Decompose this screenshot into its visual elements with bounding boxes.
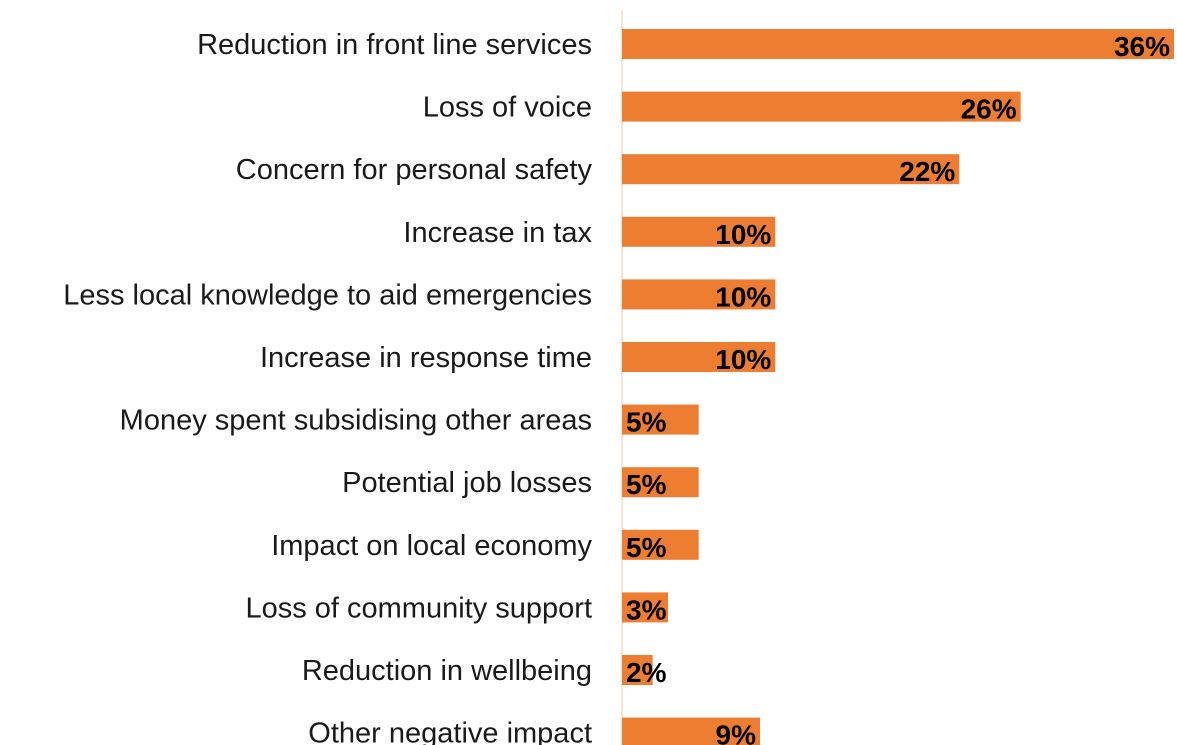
value-label: 10% <box>715 281 771 312</box>
value-label: 2% <box>626 657 667 688</box>
value-label: 5% <box>626 407 667 438</box>
value-label: 5% <box>626 469 667 500</box>
bar <box>622 154 960 185</box>
value-label: 10% <box>715 344 771 375</box>
bar <box>622 279 776 310</box>
value-label: 5% <box>626 532 667 563</box>
value-label: 22% <box>899 156 955 187</box>
chart-rows: Reduction in front line services 36% Loss … <box>63 29 1174 745</box>
bar <box>622 29 1174 59</box>
category-label: Reduction in front line services <box>197 29 592 61</box>
bar <box>622 342 776 372</box>
value-label: 3% <box>626 594 667 625</box>
bar <box>622 529 699 560</box>
value-label: 10% <box>715 219 771 250</box>
category-label: Potential job losses <box>342 467 592 499</box>
category-label: Impact on local economy <box>271 530 592 562</box>
category-label: Less local knowledge to aid emergencies <box>63 279 592 311</box>
category-label: Reduction in wellbeing <box>302 655 592 687</box>
bar <box>622 655 653 685</box>
bar <box>622 717 760 745</box>
bar <box>622 592 668 623</box>
category-label: Other negative impact <box>308 718 592 745</box>
category-label: Increase in tax <box>403 217 592 249</box>
bar <box>622 91 1021 122</box>
value-label: 9% <box>716 720 757 745</box>
category-label: Increase in response time <box>260 342 592 374</box>
bar <box>622 467 699 498</box>
bar <box>622 216 776 247</box>
category-label: Money spent subsidising other areas <box>120 405 592 437</box>
bar <box>622 404 699 435</box>
category-label: Loss of community support <box>245 592 592 624</box>
category-label: Loss of voice <box>423 92 592 124</box>
value-label: 36% <box>1114 31 1170 62</box>
value-label: 26% <box>961 94 1017 125</box>
category-label: Concern for personal safety <box>236 154 593 186</box>
